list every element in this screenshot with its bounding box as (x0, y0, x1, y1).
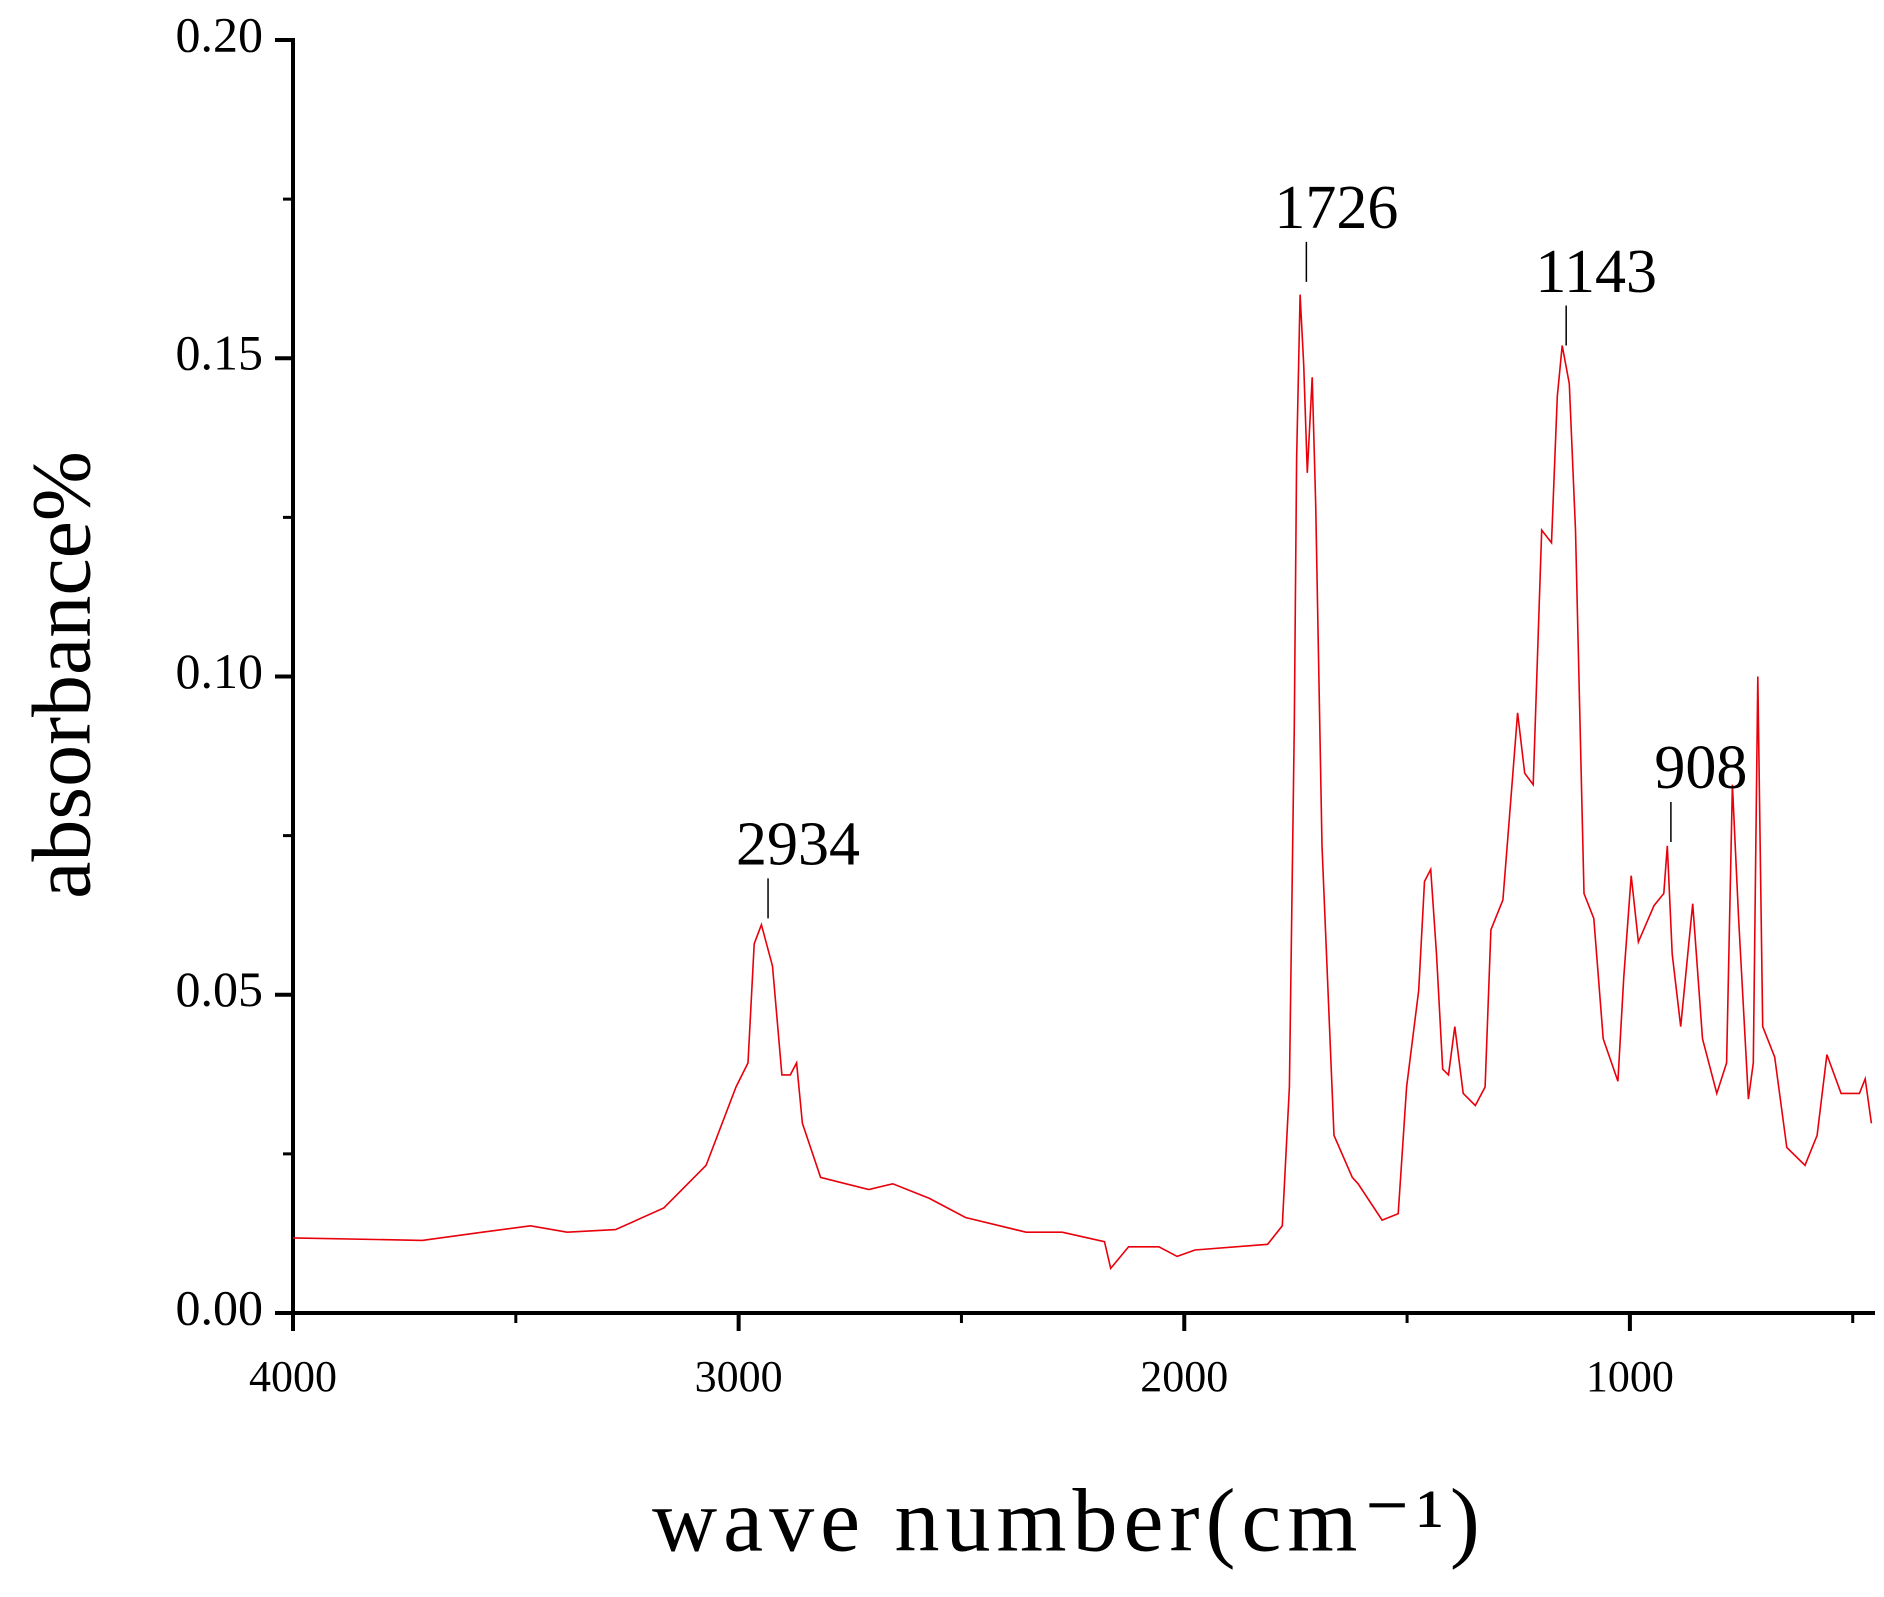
y-tick-label: 0.00 (176, 1279, 264, 1335)
spectrum-line (292, 294, 1873, 1271)
x-tick-label: 2000 (1140, 1352, 1228, 1401)
y-axis-label: absorbance% (15, 451, 108, 899)
annotation-label: 2934 (736, 811, 860, 879)
y-tick-label: 0.20 (176, 6, 264, 62)
x-axis-label: wave number(cm⁻¹) (652, 1472, 1486, 1571)
y-tick-label: 0.05 (176, 961, 264, 1017)
annotation-label: 1726 (1274, 174, 1398, 242)
y-tick-label: 0.15 (176, 325, 264, 381)
x-tick-label: 1000 (1586, 1352, 1674, 1401)
x-tick-label: 4000 (249, 1352, 337, 1401)
annotation-label: 1143 (1535, 238, 1657, 306)
y-tick-label: 0.10 (176, 643, 264, 699)
annotation-label: 908 (1654, 734, 1747, 802)
x-tick-label: 3000 (695, 1352, 783, 1401)
